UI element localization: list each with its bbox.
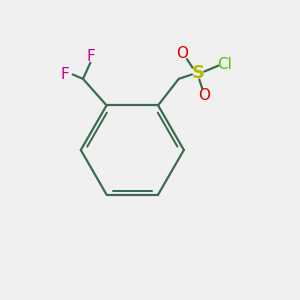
Text: S: S — [191, 64, 204, 82]
Text: O: O — [176, 46, 188, 61]
Text: F: F — [61, 67, 70, 82]
Text: Cl: Cl — [217, 57, 232, 72]
Text: O: O — [198, 88, 210, 103]
Text: F: F — [86, 49, 95, 64]
